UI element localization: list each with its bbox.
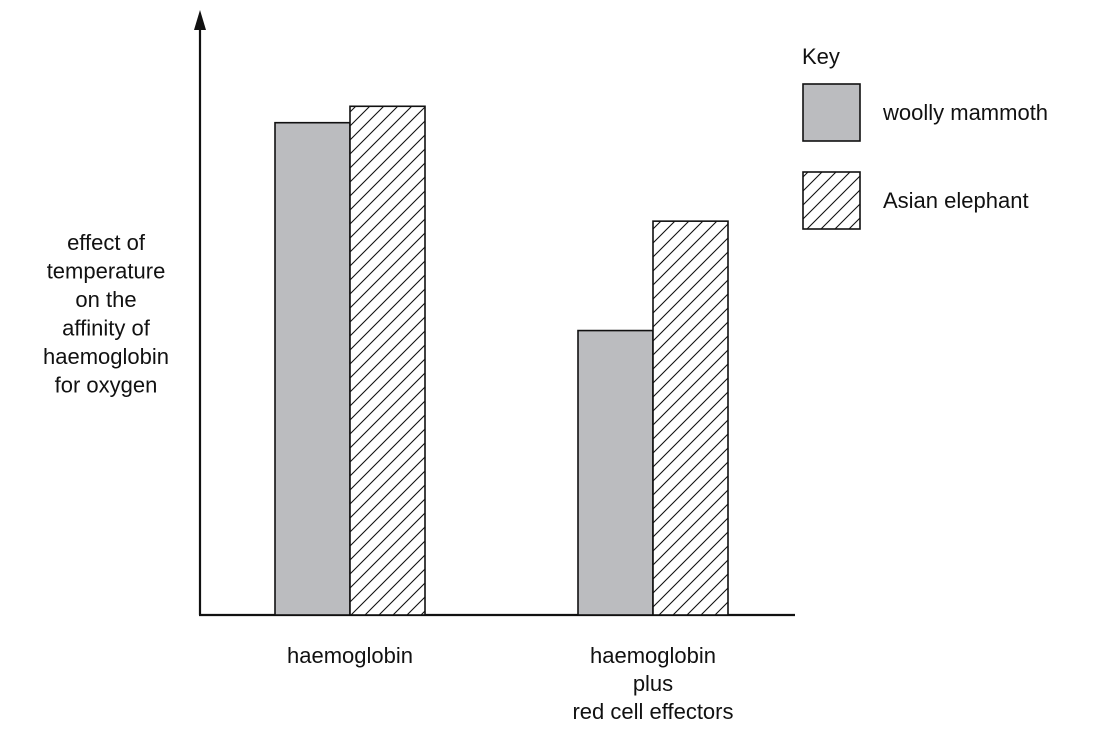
bar-woolly-mammoth-1 [274, 121, 351, 616]
bars [274, 105, 729, 616]
y-axis-arrowhead [194, 10, 206, 30]
legend-label-woolly-mammoth: woolly mammoth [882, 100, 1048, 125]
legend-label-asian-elephant: Asian elephant [883, 188, 1029, 213]
bar-asian-elephant-1 [349, 105, 426, 616]
x-tick-label-2: haemoglobin plus red cell effectors [572, 643, 733, 724]
legend-swatch-woolly-mammoth [802, 83, 861, 142]
legend-title: Key [802, 44, 840, 69]
labels: haemoglobin haemoglobin plus red cell effec… [43, 230, 734, 724]
bar-asian-elephant-2 [652, 220, 729, 616]
legend: Key woolly mammoth Asian elephant [802, 44, 1048, 230]
legend-swatch-asian-elephant [802, 171, 861, 230]
x-tick-label-1: haemoglobin [287, 643, 413, 668]
y-axis-label: effect of temperature on the affinity of hae… [43, 230, 169, 398]
bar-woolly-mammoth-2 [577, 329, 654, 616]
